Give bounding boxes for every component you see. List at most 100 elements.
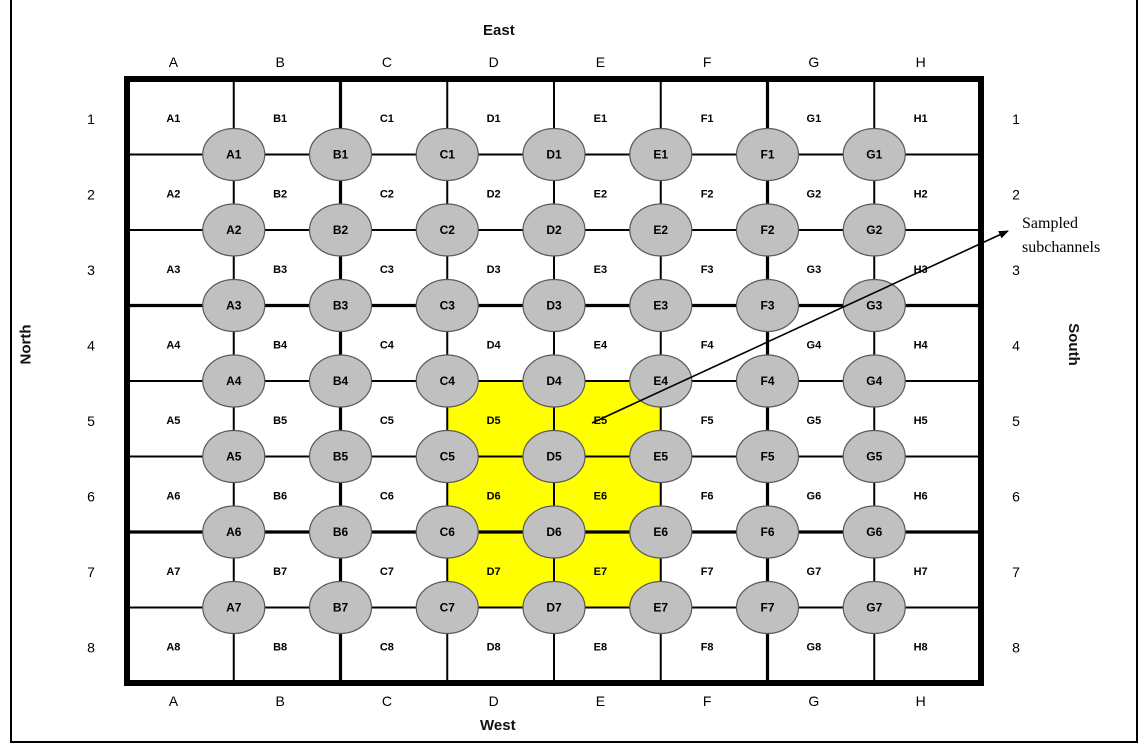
- row-label-right: 6: [1012, 489, 1020, 505]
- subchannel-node-label: B4: [333, 374, 349, 388]
- cell-label: E3: [594, 264, 607, 276]
- cell-label: C5: [380, 415, 394, 427]
- subchannel-node-label: E7: [653, 601, 668, 615]
- cell-label: A8: [166, 642, 180, 654]
- cell-label: E8: [594, 642, 607, 654]
- column-label-top: C: [382, 54, 392, 70]
- cell-label: H6: [914, 491, 928, 503]
- cell-label: B7: [273, 566, 287, 578]
- subchannel-node-label: E3: [653, 299, 668, 313]
- subchannel-node-circle: [735, 580, 800, 635]
- cell-label: A1: [166, 113, 180, 125]
- subchannel-node: E7: [629, 580, 693, 635]
- subchannel-node: C1: [415, 127, 479, 182]
- cell-label: G3: [807, 264, 822, 276]
- subchannel-node-circle: [522, 127, 586, 182]
- subchannel-node-circle: [629, 505, 693, 559]
- column-label-top: D: [489, 54, 499, 70]
- cell-label: D7: [487, 566, 501, 578]
- column-label-bottom: G: [808, 693, 819, 709]
- cell-label: H8: [914, 642, 928, 654]
- subchannel-node-circle: [415, 354, 479, 408]
- subchannel-node-label: D1: [546, 148, 562, 162]
- subchannel-node: F3: [735, 278, 800, 333]
- subchannel-node-circle: [202, 127, 266, 182]
- subchannel-node-label: C3: [440, 299, 456, 313]
- subchannel-node-label: G6: [866, 525, 882, 539]
- subchannel-node-circle: [308, 354, 373, 408]
- row-label-left: 4: [87, 338, 95, 354]
- subchannel-node-circle: [629, 278, 693, 333]
- cell-label: B1: [273, 113, 287, 125]
- subchannel-node-circle: [842, 505, 906, 559]
- subchannel-node: C2: [415, 203, 479, 257]
- cell-label: A6: [166, 491, 180, 503]
- cell-label: B6: [273, 491, 287, 503]
- column-label-bottom: E: [596, 693, 605, 709]
- subchannel-node: E1: [629, 127, 693, 182]
- cell-label: H4: [914, 340, 929, 352]
- cell-label: D2: [487, 189, 501, 201]
- subchannel-node: G4: [842, 354, 906, 408]
- subchannel-node-circle: [308, 429, 373, 484]
- subchannel-node-label: F1: [760, 148, 774, 162]
- cell-label: B8: [273, 642, 287, 654]
- cell-label: B2: [273, 189, 287, 201]
- direction-label-north: North: [17, 324, 35, 365]
- subchannel-node: F7: [735, 580, 800, 635]
- cell-label: D8: [487, 642, 501, 654]
- cell-label: C2: [380, 189, 394, 201]
- column-label-top: B: [275, 54, 284, 70]
- cell-label: C4: [380, 340, 395, 352]
- cell-label: H2: [914, 189, 928, 201]
- column-label-top: G: [808, 54, 819, 70]
- subchannel-node: A3: [202, 278, 266, 333]
- row-label-left: 3: [87, 262, 95, 278]
- subchannel-node: C6: [415, 505, 479, 559]
- cell-label: A7: [166, 566, 180, 578]
- subchannel-node-circle: [522, 505, 586, 559]
- row-label-left: 1: [87, 111, 95, 127]
- subchannel-node-circle: [522, 278, 586, 333]
- cell-label: F5: [701, 415, 714, 427]
- cell-label: F2: [701, 189, 714, 201]
- subchannel-node-circle: [522, 429, 586, 484]
- subchannel-node-label: E5: [653, 450, 668, 464]
- subchannel-node-circle: [629, 203, 693, 257]
- subchannel-node-label: B2: [333, 223, 349, 237]
- subchannel-node: D7: [522, 580, 586, 635]
- column-label-bottom: A: [169, 693, 179, 709]
- cell-label: H5: [914, 415, 928, 427]
- cell-label: C7: [380, 566, 394, 578]
- cell-label: G2: [807, 189, 822, 201]
- cell-label: C8: [380, 642, 394, 654]
- subchannel-node-label: F5: [760, 450, 774, 464]
- cell-label: F7: [701, 566, 714, 578]
- direction-label-east: East: [483, 22, 515, 39]
- cell-label: G6: [807, 491, 822, 503]
- subchannel-node-label: G4: [866, 374, 882, 388]
- subchannel-node: D4: [522, 354, 586, 408]
- subchannel-node-circle: [308, 127, 373, 182]
- cell-label: C1: [380, 113, 394, 125]
- column-label-top: H: [916, 54, 926, 70]
- subchannel-node: G2: [842, 203, 906, 257]
- subchannel-node: E6: [629, 505, 693, 559]
- subchannel-node-circle: [202, 278, 266, 333]
- cell-label: B5: [273, 415, 287, 427]
- subchannel-node-circle: [308, 278, 373, 333]
- subchannel-node: G7: [842, 580, 906, 635]
- subchannel-node-label: E1: [653, 148, 668, 162]
- subchannel-node-label: A7: [226, 601, 242, 615]
- subchannel-node-circle: [629, 580, 693, 635]
- row-label-left: 7: [87, 564, 95, 580]
- cell-label: D5: [487, 415, 501, 427]
- subchannel-node-circle: [842, 203, 906, 257]
- cell-label: G8: [807, 642, 822, 654]
- subchannel-node: C3: [415, 278, 479, 333]
- subchannel-node-circle: [842, 127, 906, 182]
- subchannel-node-label: F6: [760, 525, 774, 539]
- subchannel-node-circle: [415, 127, 479, 182]
- cell-label: E7: [594, 566, 607, 578]
- subchannel-node-label: B7: [333, 601, 349, 615]
